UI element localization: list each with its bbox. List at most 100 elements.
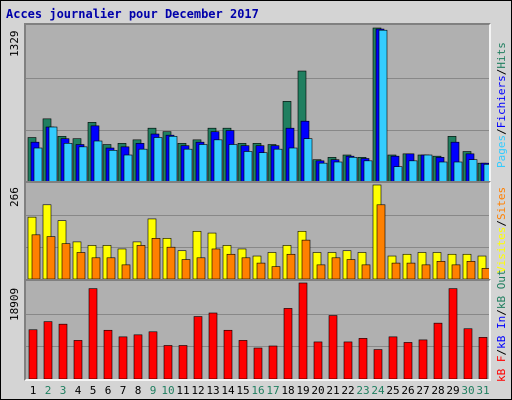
sites-bar-day-13 — [211, 248, 221, 279]
pages-bar-day-19 — [303, 138, 313, 183]
kb-bar-day-7 — [118, 336, 128, 379]
sites-bar-day-21 — [331, 257, 341, 279]
pages-bar-day-22 — [348, 157, 358, 183]
legend-item: Pages — [495, 134, 508, 168]
x-tick-label: 31 — [476, 384, 490, 397]
chart-title: Acces journalier pour December 2017 — [6, 7, 259, 21]
x-tick-label: 11 — [176, 384, 190, 397]
pages-bar-day-15 — [243, 151, 253, 183]
sites-bar-day-4 — [76, 252, 86, 279]
kb-bar-day-13 — [208, 312, 218, 379]
kb-bar-day-8 — [133, 334, 143, 379]
legend-item: Visites — [495, 226, 508, 273]
legend-item: kB F — [495, 355, 508, 383]
kb-bar-day-20 — [313, 341, 323, 379]
x-tick-label: 17 — [266, 384, 280, 397]
pages-bar-day-13 — [213, 139, 223, 183]
x-tick-label: 10 — [161, 384, 175, 397]
visits-sites-panel — [24, 181, 491, 281]
x-tick-label: 14 — [221, 384, 235, 397]
sites-bar-day-1 — [31, 234, 41, 279]
pages-bar-day-18 — [288, 147, 298, 183]
legend-bottom: kB F/kB In/kB Out — [495, 269, 508, 382]
kb-bar-day-1 — [28, 329, 38, 379]
kb-bar-day-26 — [403, 342, 413, 379]
pages-bar-day-4 — [78, 146, 88, 183]
sites-bar-day-18 — [286, 253, 296, 279]
pages-bar-day-5 — [93, 140, 103, 183]
kb-bar-day-16 — [253, 347, 263, 379]
kb-bar-day-18 — [283, 308, 293, 379]
x-tick-label: 7 — [119, 384, 127, 397]
sites-bar-day-3 — [61, 243, 71, 279]
x-tick-label: 2 — [44, 384, 52, 397]
x-tick-label: 22 — [341, 384, 355, 397]
pages-bar-day-9 — [153, 137, 163, 183]
legend-item: / — [495, 309, 508, 316]
hits-files-pages-panel — [24, 23, 491, 185]
pages-bar-day-6 — [108, 150, 118, 183]
sites-bar-day-17 — [271, 266, 281, 279]
kb-bar-day-12 — [193, 316, 203, 379]
sites-bar-day-20 — [316, 264, 326, 279]
kb-bar-day-25 — [388, 336, 398, 379]
kb-bar-day-3 — [58, 323, 68, 379]
legend-item: Fichiers — [495, 75, 508, 129]
visits-bar-day-12 — [192, 230, 202, 279]
x-tick-label: 13 — [206, 384, 220, 397]
sites-bar-day-16 — [256, 262, 266, 279]
kb-bar-day-11 — [178, 345, 188, 379]
sites-bar-day-22 — [346, 259, 356, 279]
sites-bar-day-12 — [196, 257, 206, 279]
sites-bar-day-14 — [226, 253, 236, 279]
pages-bar-day-8 — [138, 148, 148, 183]
legend-item: / — [495, 348, 508, 356]
kb-bar-day-17 — [268, 345, 278, 379]
pages-bar-day-7 — [123, 154, 133, 183]
legend-item: / — [495, 128, 508, 135]
pages-bar-day-3 — [63, 143, 73, 183]
x-tick-label: 9 — [149, 384, 157, 397]
pages-bar-day-17 — [273, 148, 283, 183]
y-max-label-top: 1329 — [8, 30, 21, 58]
kb-bar-day-19 — [298, 282, 308, 379]
sites-bar-day-10 — [166, 246, 176, 279]
sites-bar-day-5 — [91, 257, 101, 279]
p1-plot — [26, 184, 489, 279]
sites-bar-day-2 — [46, 236, 56, 279]
pages-bar-day-10 — [168, 136, 178, 183]
sites-bar-day-28 — [436, 261, 446, 279]
kb-bar-day-24 — [373, 349, 383, 379]
x-tick-label: 25 — [386, 384, 400, 397]
x-tick-label: 29 — [446, 384, 460, 397]
legend-item: Hits — [495, 42, 508, 69]
sites-bar-day-31 — [481, 268, 489, 279]
p2-plot — [26, 282, 489, 379]
y-max-label-bottom: 18909 — [8, 287, 21, 321]
kb-bar-day-5 — [88, 288, 98, 379]
x-tick-label: 26 — [401, 384, 415, 397]
pages-bar-day-25 — [393, 166, 403, 183]
x-tick-label: 21 — [326, 384, 340, 397]
pages-bar-day-29 — [453, 161, 463, 183]
kb-bar-day-4 — [73, 340, 83, 379]
x-tick-label: 8 — [134, 384, 142, 397]
pages-bar-day-2 — [48, 126, 58, 183]
pages-bar-day-21 — [333, 161, 343, 183]
x-tick-label: 18 — [281, 384, 295, 397]
pages-bar-day-28 — [438, 161, 448, 183]
kb-bar-day-23 — [358, 338, 368, 379]
legend-item: kB In — [495, 315, 508, 349]
pages-bar-day-14 — [228, 144, 238, 183]
sites-bar-day-23 — [361, 264, 371, 279]
pages-bar-day-27 — [423, 154, 433, 183]
x-tick-label: 15 — [236, 384, 250, 397]
sites-bar-day-25 — [391, 262, 401, 279]
kb-bar-day-30 — [463, 328, 473, 379]
x-tick-label: 1 — [29, 384, 37, 397]
kb-transfer-panel — [24, 279, 491, 381]
pages-bar-day-23 — [363, 160, 373, 183]
sites-bar-day-11 — [181, 259, 191, 279]
legend-item: / — [495, 68, 508, 76]
